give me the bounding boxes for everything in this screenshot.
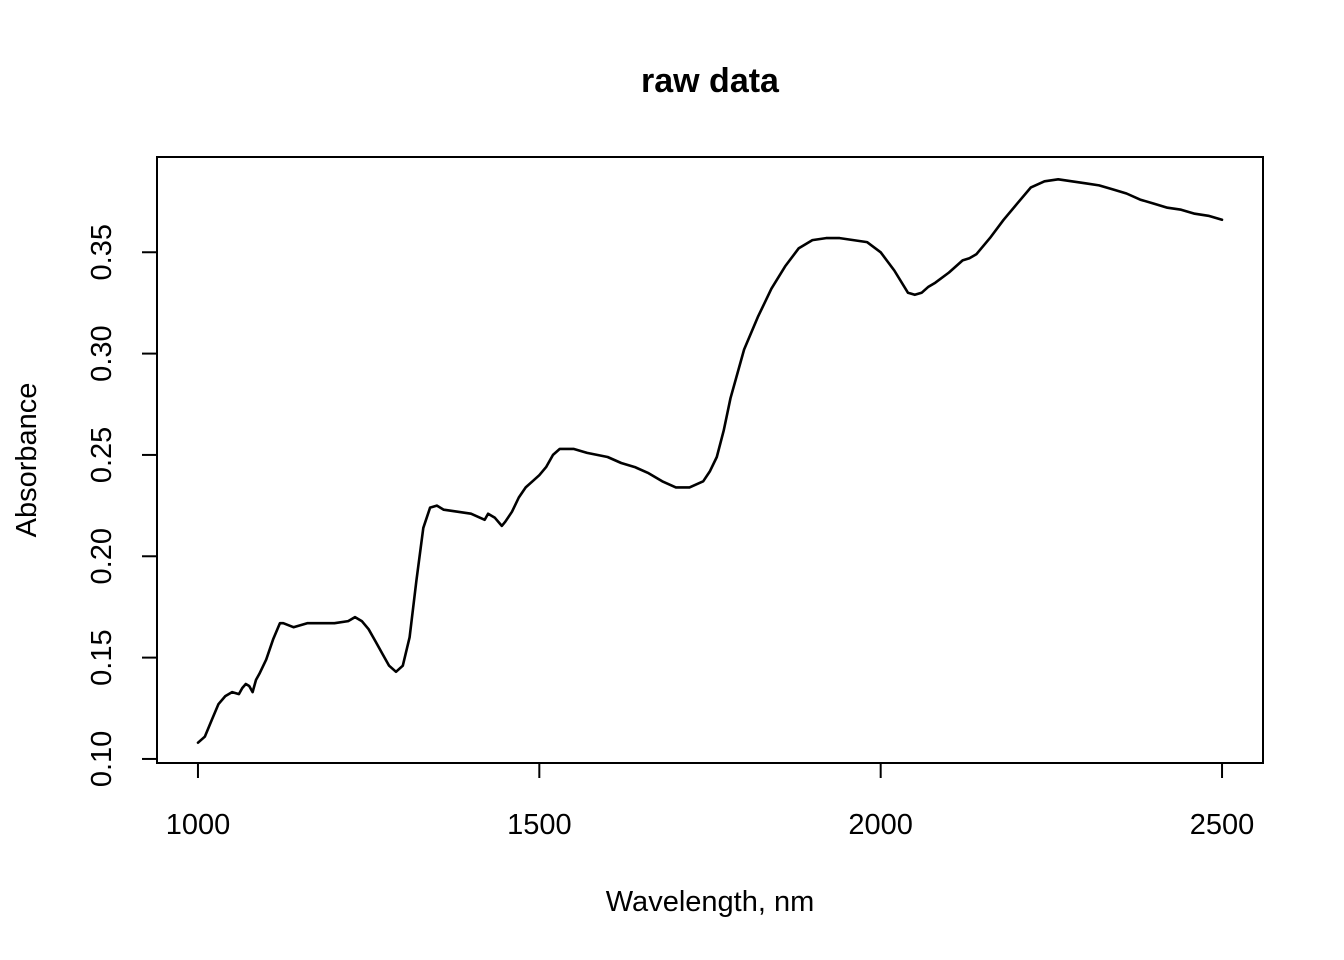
series-line	[196, 178, 1224, 745]
x-axis: 1000 1500 2000 2500	[166, 762, 1255, 841]
x-axis-label: Wavelength, nm	[606, 886, 814, 918]
x-tick-label: 1000	[166, 809, 231, 841]
plot-box	[156, 156, 1264, 764]
series-layer	[196, 178, 1224, 745]
y-axis-label: Absorbance	[11, 383, 43, 538]
y-tick-label: 0.15	[86, 629, 118, 685]
chart-title: raw data	[641, 62, 780, 100]
y-tick-label: 0.20	[86, 528, 118, 584]
x-tick-label: 2000	[848, 809, 913, 841]
y-tick-label: 0.10	[86, 731, 118, 787]
y-tick-label: 0.35	[86, 224, 118, 280]
y-tick-label: 0.30	[86, 325, 118, 381]
y-axis: 0.10 0.15 0.20 0.25 0.30 0.35	[86, 224, 158, 787]
x-tick-label: 1500	[507, 809, 572, 841]
x-tick-label: 2500	[1190, 809, 1255, 841]
y-tick-label: 0.25	[86, 427, 118, 483]
